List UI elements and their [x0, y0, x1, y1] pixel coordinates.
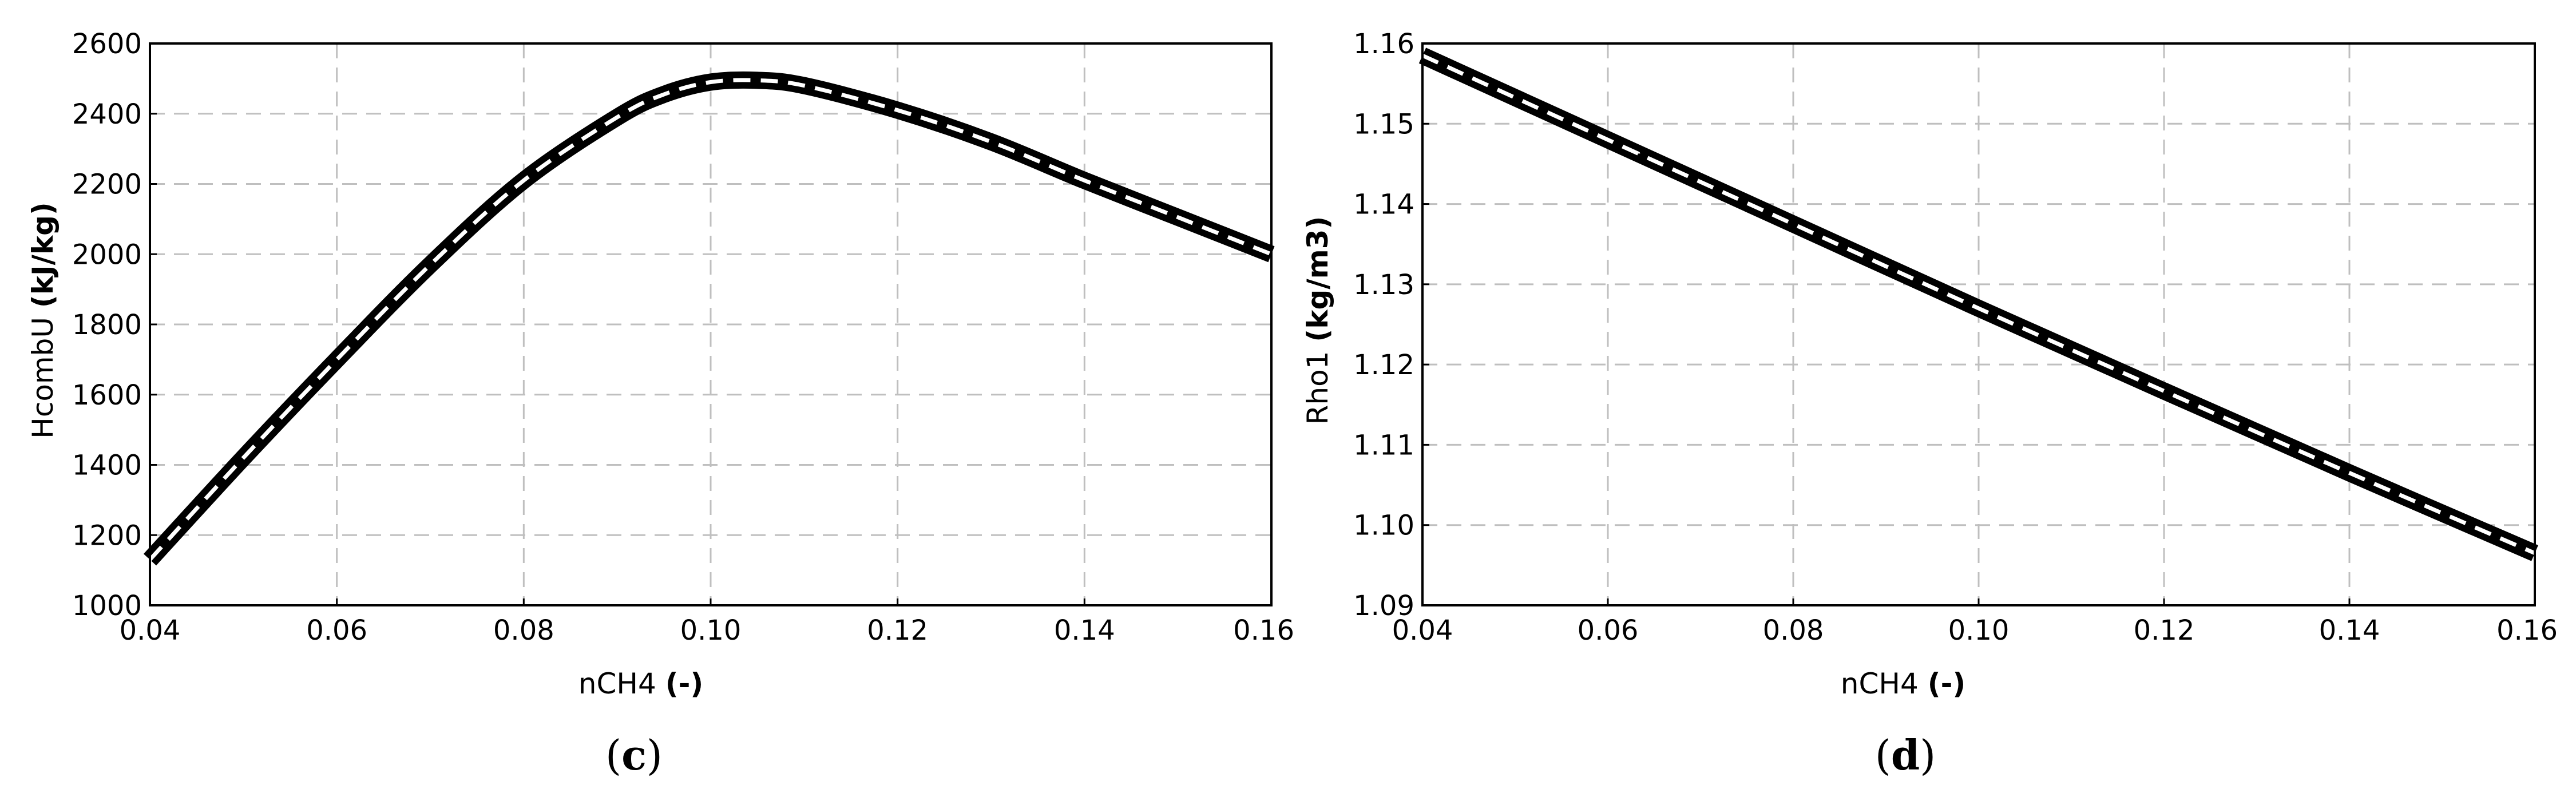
panel-d-x-axis-name: nCH4 [1841, 667, 1919, 700]
panel-d-x-tick-label: 0.16 [2496, 614, 2558, 647]
panel-d-y-tick-label: 1.12 [1353, 349, 1414, 381]
panel-d-caption: (d) [1875, 731, 1936, 779]
panel-c-x-tick-label: 0.04 [120, 614, 181, 647]
panel-c-y-axis-name: HcombU [26, 317, 60, 439]
panel-c-y-tick-label: 1400 [72, 450, 142, 482]
panel-d-y-ticks: 1.09 1.10 1.11 1.12 1.13 1.14 1.15 1.16 [1353, 28, 1429, 622]
panel-d-x-tick-label: 0.04 [1392, 614, 1453, 647]
panel-c-y-axis-unit: (kJ/kg) [26, 202, 60, 308]
panel-d-y-tick-label: 1.14 [1353, 189, 1414, 221]
panel-d-y-tick-label: 1.16 [1353, 28, 1414, 60]
panel-c-x-tick-label: 0.12 [867, 614, 928, 647]
panel-c-x-tick-label: 0.10 [680, 614, 742, 647]
panel-d-x-axis-unit: (-) [1928, 667, 1965, 700]
panel-d-series [1418, 47, 2538, 561]
panel-c-x-tick-label: 0.14 [1054, 614, 1115, 647]
panel-d-y-axis-name: Rho1 [1301, 351, 1334, 425]
panel-c-y-tick-label: 1600 [72, 379, 142, 411]
panel-d-y-axis-label: Rho1 (kg/m3) [1301, 216, 1334, 425]
panel-d-x-tick-label: 0.06 [1578, 614, 1639, 647]
panel-c-series [143, 71, 1275, 566]
panel-c-caption: (c) [605, 731, 663, 779]
panel-d-grid [1422, 43, 2535, 605]
panel-d-chart: 0.04 0.06 0.08 0.10 0.12 0.14 0.16 1.09 1.10 1.1… [1301, 28, 2558, 779]
panel-d-x-ticks: 0.04 0.06 0.08 0.10 0.12 0.14 0.16 [1392, 598, 2558, 647]
panel-c-y-tick-label: 1200 [72, 520, 142, 552]
panel-c-x-tick-label: 0.06 [306, 614, 367, 647]
panel-c-y-tick-label: 2400 [72, 98, 142, 130]
panel-d-x-tick-label: 0.12 [2134, 614, 2195, 647]
panel-c-caption-letter: c [621, 731, 647, 779]
panel-d-y-tick-label: 1.09 [1353, 590, 1414, 622]
panel-c-y-tick-label: 1800 [72, 309, 142, 341]
panel-d-x-tick-label: 0.08 [1763, 614, 1824, 647]
panel-d-y-tick-label: 1.13 [1353, 269, 1414, 301]
panel-c-y-tick-label: 2600 [72, 28, 142, 60]
panel-c-x-tick-label: 0.16 [1233, 614, 1294, 647]
panel-d-y-axis-unit: (kg/m3) [1301, 216, 1334, 342]
panel-c-grid [150, 43, 1271, 605]
panel-c-x-axis-unit: (-) [665, 667, 703, 700]
panel-c-x-tick-label: 0.08 [493, 614, 554, 647]
panel-c-series-dash [148, 78, 1273, 561]
panel-c-y-ticks: 1000 1200 1400 1600 1800 2000 2200 2400 2600 [72, 28, 157, 622]
panel-c-y-tick-label: 2000 [72, 239, 142, 271]
panel-d-x-tick-label: 0.14 [2319, 614, 2380, 647]
panel-c-chart: 0.04 0.06 0.08 0.10 0.12 0.14 0.16 1000 1200 140… [26, 28, 1294, 779]
panel-c-y-tick-label: 2200 [72, 169, 142, 201]
panel-d-series-dash [1421, 53, 2536, 556]
panel-d-caption-letter: d [1891, 731, 1920, 779]
panel-c-x-axis-label: nCH4 (-) [578, 667, 703, 700]
panel-d-x-axis-label: nCH4 (-) [1841, 667, 1965, 700]
panel-c-y-axis-label: HcombU (kJ/kg) [26, 202, 60, 439]
panel-d-y-tick-label: 1.15 [1353, 108, 1414, 140]
panel-d-y-tick-label: 1.11 [1353, 429, 1414, 461]
panel-c-x-axis-name: nCH4 [578, 667, 656, 700]
panel-d-y-tick-label: 1.10 [1353, 510, 1414, 542]
panel-c-x-ticks: 0.04 0.06 0.08 0.10 0.12 0.14 0.16 [120, 598, 1294, 647]
panel-c-y-tick-label: 1000 [72, 590, 142, 622]
panel-d-x-tick-label: 0.10 [1948, 614, 2010, 647]
